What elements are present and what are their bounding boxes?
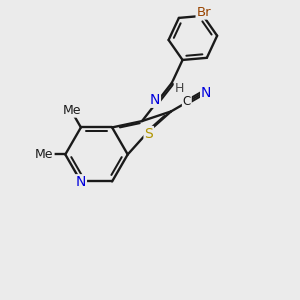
Text: N: N	[201, 85, 211, 100]
Text: Br: Br	[196, 6, 211, 19]
Text: C: C	[183, 95, 191, 108]
Text: H: H	[175, 82, 184, 95]
Text: Me: Me	[63, 104, 82, 117]
Text: Me: Me	[35, 148, 54, 161]
Text: N: N	[150, 93, 160, 107]
Text: N: N	[76, 175, 86, 189]
Text: S: S	[144, 127, 153, 141]
